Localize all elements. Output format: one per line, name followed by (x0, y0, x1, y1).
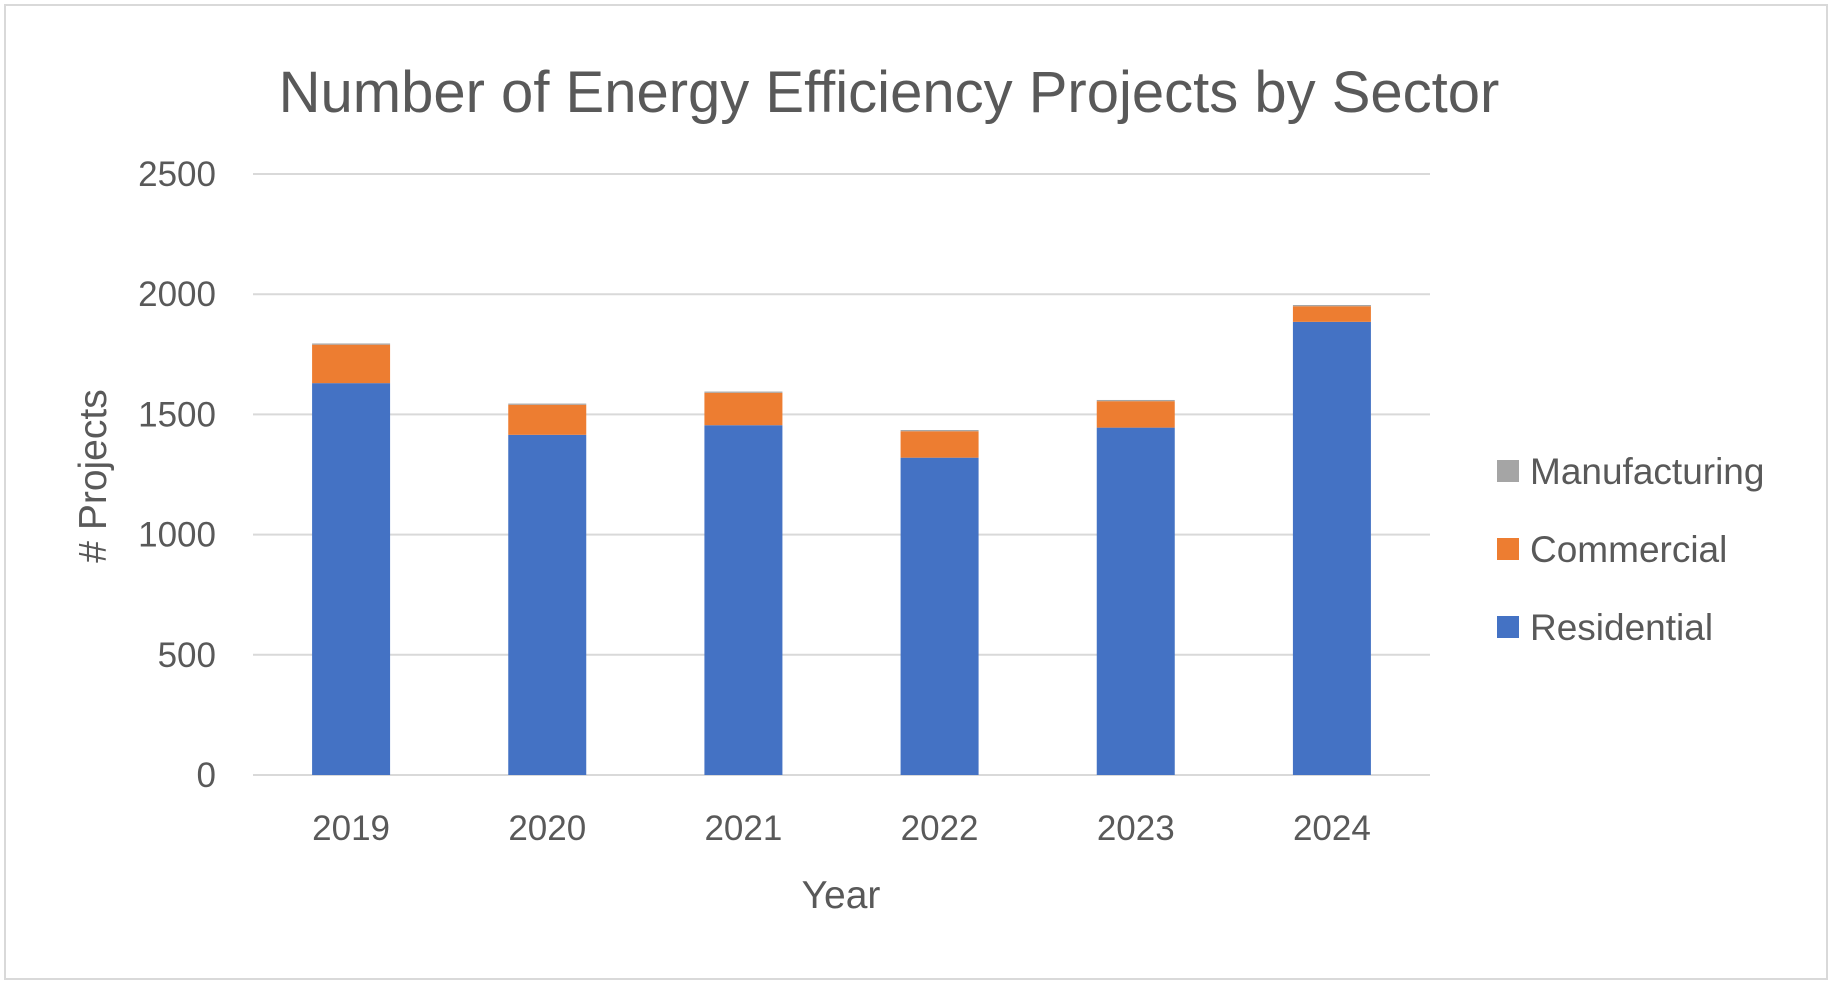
y-tick-label: 2000 (138, 275, 216, 314)
y-tick-label: 0 (197, 756, 216, 795)
y-axis-ticks: 0 500 1000 1500 2000 2500 (138, 155, 216, 795)
x-tick-label: 2024 (1293, 809, 1371, 848)
bar-commercial-2021 (704, 392, 783, 426)
x-tick-label: 2022 (901, 809, 979, 848)
legend-swatch-commercial (1497, 538, 1519, 560)
bars (312, 305, 1371, 775)
bar-manufacturing-2021 (704, 391, 783, 393)
bar-residential-2023 (1096, 427, 1175, 775)
legend-swatch-manufacturing (1497, 460, 1519, 482)
legend-label-commercial: Commercial (1530, 529, 1727, 570)
legend-label-residential: Residential (1530, 607, 1713, 648)
bar-residential-2022 (900, 457, 979, 775)
bar-residential-2020 (508, 434, 587, 775)
bar-manufacturing-2019 (312, 343, 391, 345)
legend-swatch-residential (1497, 616, 1519, 638)
gridlines (253, 173, 1430, 776)
bar-commercial-2019 (312, 344, 391, 384)
x-tick-label: 2020 (508, 809, 586, 848)
chart-title: Number of Energy Efficiency Projects by … (279, 60, 1500, 125)
bar-manufacturing-2022 (900, 430, 979, 432)
bar-commercial-2024 (1292, 306, 1371, 322)
bar-residential-2019 (312, 383, 391, 775)
x-tick-label: 2023 (1097, 809, 1175, 848)
x-tick-label: 2019 (312, 809, 390, 848)
x-axis-ticks: 2019 2020 2021 2022 2023 2024 (312, 809, 1371, 848)
bar-commercial-2023 (1096, 401, 1175, 428)
bar-manufacturing-2020 (508, 403, 587, 405)
y-tick-label: 1500 (138, 395, 216, 434)
y-axis-title: # Projects (72, 389, 115, 562)
bar-residential-2024 (1292, 321, 1371, 775)
bar-manufacturing-2024 (1292, 305, 1371, 307)
y-tick-label: 1000 (138, 516, 216, 555)
y-tick-label: 2500 (138, 155, 216, 194)
bar-manufacturing-2023 (1096, 399, 1175, 402)
y-tick-label: 500 (158, 636, 216, 675)
legend: Manufacturing Commercial Residential (1497, 451, 1764, 648)
bar-residential-2021 (704, 425, 783, 775)
bar-commercial-2022 (900, 431, 979, 458)
x-tick-label: 2021 (704, 809, 782, 848)
legend-label-manufacturing: Manufacturing (1530, 451, 1764, 492)
bar-commercial-2020 (508, 404, 587, 435)
x-axis-title: Year (802, 874, 881, 917)
